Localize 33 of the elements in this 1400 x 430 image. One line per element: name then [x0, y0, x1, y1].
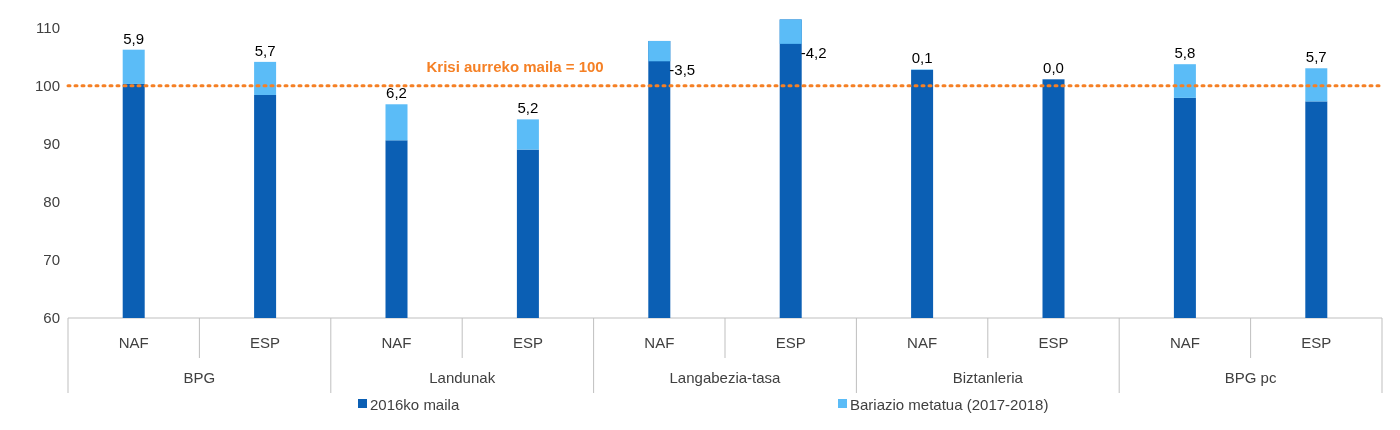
x-tick-label: NAF: [118, 334, 149, 351]
x-tick-label: ESP: [1301, 334, 1332, 351]
y-tick-label: 100: [34, 76, 60, 94]
y-tick-label: 60: [43, 309, 60, 326]
legend-label: 2016ko maila: [370, 396, 460, 413]
data-label: 5,8: [1174, 44, 1196, 62]
x-tick-label: ESP: [250, 334, 281, 351]
text: Biztanleria: [952, 369, 1024, 386]
data-label: 0,1: [911, 49, 933, 67]
data-label: 0,0: [1043, 59, 1064, 77]
text: BPG pc: [1224, 369, 1277, 386]
data-label: 5,9: [123, 29, 145, 47]
x-tick-label: NAF: [907, 334, 938, 351]
y-tick-label: 80: [43, 192, 60, 210]
text: Landunak: [429, 369, 496, 386]
x-tick-label: ESP: [1038, 334, 1069, 351]
x-tick-label: ESP: [775, 334, 806, 351]
data-label: -3,5: [669, 61, 696, 79]
x-tick-label: NAF: [381, 334, 412, 351]
y-tick-label: 110: [36, 18, 60, 36]
x-tick-label: ESP: [512, 334, 543, 351]
text: BPG: [183, 369, 216, 386]
ref-line-label: Krisi aurreko maila = 100: [426, 57, 604, 75]
text: Langabezia-tasa: [669, 369, 782, 386]
data-label: 6,2: [386, 84, 407, 102]
x-tick-label: NAF: [1169, 334, 1200, 351]
y-tick-label: 70: [43, 250, 60, 268]
legend-label: Bariazio metatua (2017-2018): [850, 396, 1049, 413]
data-label: 5,2: [517, 99, 539, 117]
x-tick-label: NAF: [644, 334, 675, 351]
data-label: 5,7: [1305, 48, 1327, 66]
y-tick-label: 90: [43, 134, 60, 152]
data-label: 5,7: [254, 41, 276, 59]
